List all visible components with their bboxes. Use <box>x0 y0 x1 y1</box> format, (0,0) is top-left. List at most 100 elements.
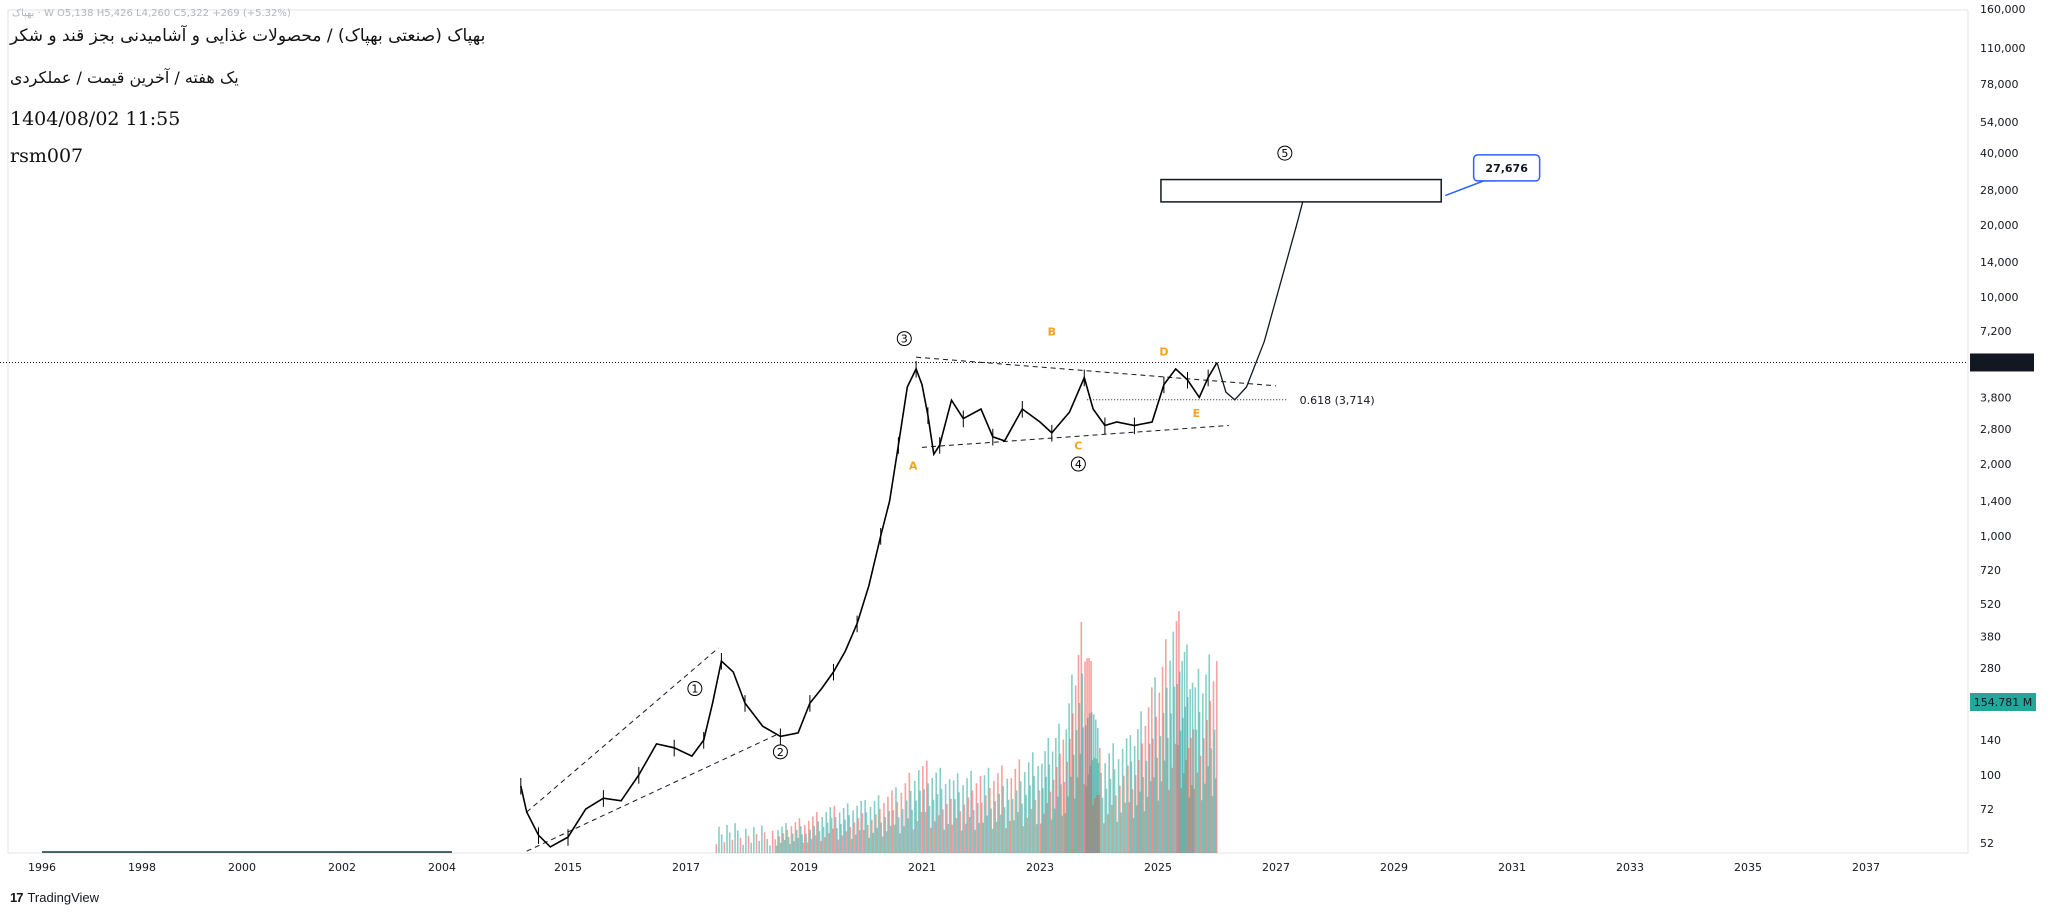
volume-bar <box>798 818 801 853</box>
volume-bar <box>1160 781 1163 853</box>
volume-bar <box>871 819 873 853</box>
correction-wave-label: D <box>1159 345 1168 358</box>
volume-bar <box>1213 729 1216 853</box>
volume-bar <box>1111 804 1113 853</box>
volume-bar <box>736 830 739 853</box>
volume-bar <box>1120 812 1123 853</box>
time-axis[interactable]: 1996 1998 2000 2002 2004 2015 2017 2019 2021 2023… <box>28 861 1880 874</box>
volume-bar <box>1145 760 1148 853</box>
price-line <box>520 362 1218 848</box>
time-tick-label: 2033 <box>1616 861 1644 874</box>
volume-bar <box>1149 781 1152 853</box>
volume-bar <box>1108 753 1110 853</box>
price-tick-label: 720 <box>1980 564 2001 577</box>
volume-bar <box>820 841 822 853</box>
volume-bar <box>899 833 901 853</box>
volume-bar <box>905 800 908 853</box>
volume-bar <box>715 844 718 853</box>
channel-lower-line <box>526 732 781 852</box>
volume-bar <box>1186 644 1188 853</box>
volume-bar <box>1042 788 1044 853</box>
volume-bar <box>826 822 829 853</box>
volume-bar <box>923 789 925 853</box>
volume-bar <box>793 841 795 853</box>
volume-bar <box>1022 826 1025 853</box>
volume-bar <box>801 834 803 853</box>
volume-bar <box>932 799 935 853</box>
volume-bar <box>1147 707 1150 853</box>
time-tick-label: 2023 <box>1026 861 1054 874</box>
volume-bar <box>1015 790 1018 853</box>
volume-bar <box>1059 753 1061 853</box>
volume-bar <box>968 816 971 853</box>
chart-author: rsm007 <box>10 145 84 167</box>
volume-bar <box>920 812 923 853</box>
volume-bar <box>1005 828 1007 853</box>
volume-bar <box>804 825 806 853</box>
volume-bar <box>1109 779 1112 853</box>
volume-bar <box>860 800 862 853</box>
volume-bar <box>829 807 832 853</box>
price-tick-label: 2,800 <box>1980 423 2012 436</box>
volume-bar <box>954 799 956 853</box>
volume-bar <box>1107 814 1109 853</box>
price-tick-label: 7,200 <box>1980 325 2012 338</box>
volume-bar <box>1185 759 1187 853</box>
volume-bar <box>845 831 848 853</box>
volume-bar <box>720 834 723 853</box>
tradingview-logo[interactable]: 17 TradingView <box>10 890 99 905</box>
volume-bar <box>1052 779 1055 853</box>
tradingview-logo-mark: 17 <box>10 890 24 905</box>
volume-bar <box>786 829 789 853</box>
volume-label: 154.781 M <box>1974 696 2032 709</box>
volume-bar <box>833 805 836 853</box>
time-tick-label: 2031 <box>1498 861 1526 874</box>
volume-bar <box>868 837 870 853</box>
volume-bar <box>879 808 881 853</box>
volume-bar <box>936 794 939 853</box>
volume-bar <box>821 816 824 853</box>
volume-bar <box>963 804 966 853</box>
volume-bar <box>1144 725 1147 853</box>
volume-bar <box>802 842 805 853</box>
volume-bar <box>1082 727 1084 853</box>
volume-bar <box>1104 763 1106 853</box>
volume-bar <box>935 772 938 853</box>
volume-bar <box>947 823 950 853</box>
volume-bar <box>1041 763 1043 853</box>
volume-bar <box>1066 761 1069 853</box>
impulse-wave-circle <box>1070 456 1086 472</box>
volume-bar <box>892 810 895 853</box>
volume-bar <box>983 775 986 853</box>
volume-bar <box>750 842 752 853</box>
volume-bar <box>1075 730 1078 853</box>
volume-bar <box>812 816 814 853</box>
volume-bar <box>904 783 907 853</box>
volume-bar <box>950 798 952 853</box>
volume-bar <box>1169 660 1171 853</box>
price-tick-label: 100 <box>1980 769 2001 782</box>
price-axis[interactable]: 160,000 110,000 78,000 54,000 40,000 28,000 20… <box>1970 3 2036 850</box>
volume-bar <box>778 836 781 853</box>
volume-bar <box>810 838 813 853</box>
volume-bar <box>982 822 984 853</box>
price-tick-label: 14,000 <box>1980 256 2019 269</box>
volume-bar <box>1176 683 1179 853</box>
volume-bar <box>1063 782 1066 853</box>
volume-bar <box>998 793 1001 853</box>
volume-bar <box>1072 713 1074 853</box>
volume-bar <box>841 835 844 853</box>
volume-bar <box>873 801 876 853</box>
volume-bar <box>1214 778 1217 853</box>
volume-bar <box>919 790 921 853</box>
volume-bar <box>1199 755 1202 853</box>
volume-bar <box>1010 778 1013 853</box>
target-callout-box <box>1472 154 1541 182</box>
volume-bar <box>922 766 924 853</box>
impulse-wave-label: 4 <box>1075 458 1082 471</box>
volume-bar <box>1073 798 1076 853</box>
price-tick-label: 40,000 <box>1980 147 2019 160</box>
channel-upper-line <box>526 647 719 813</box>
